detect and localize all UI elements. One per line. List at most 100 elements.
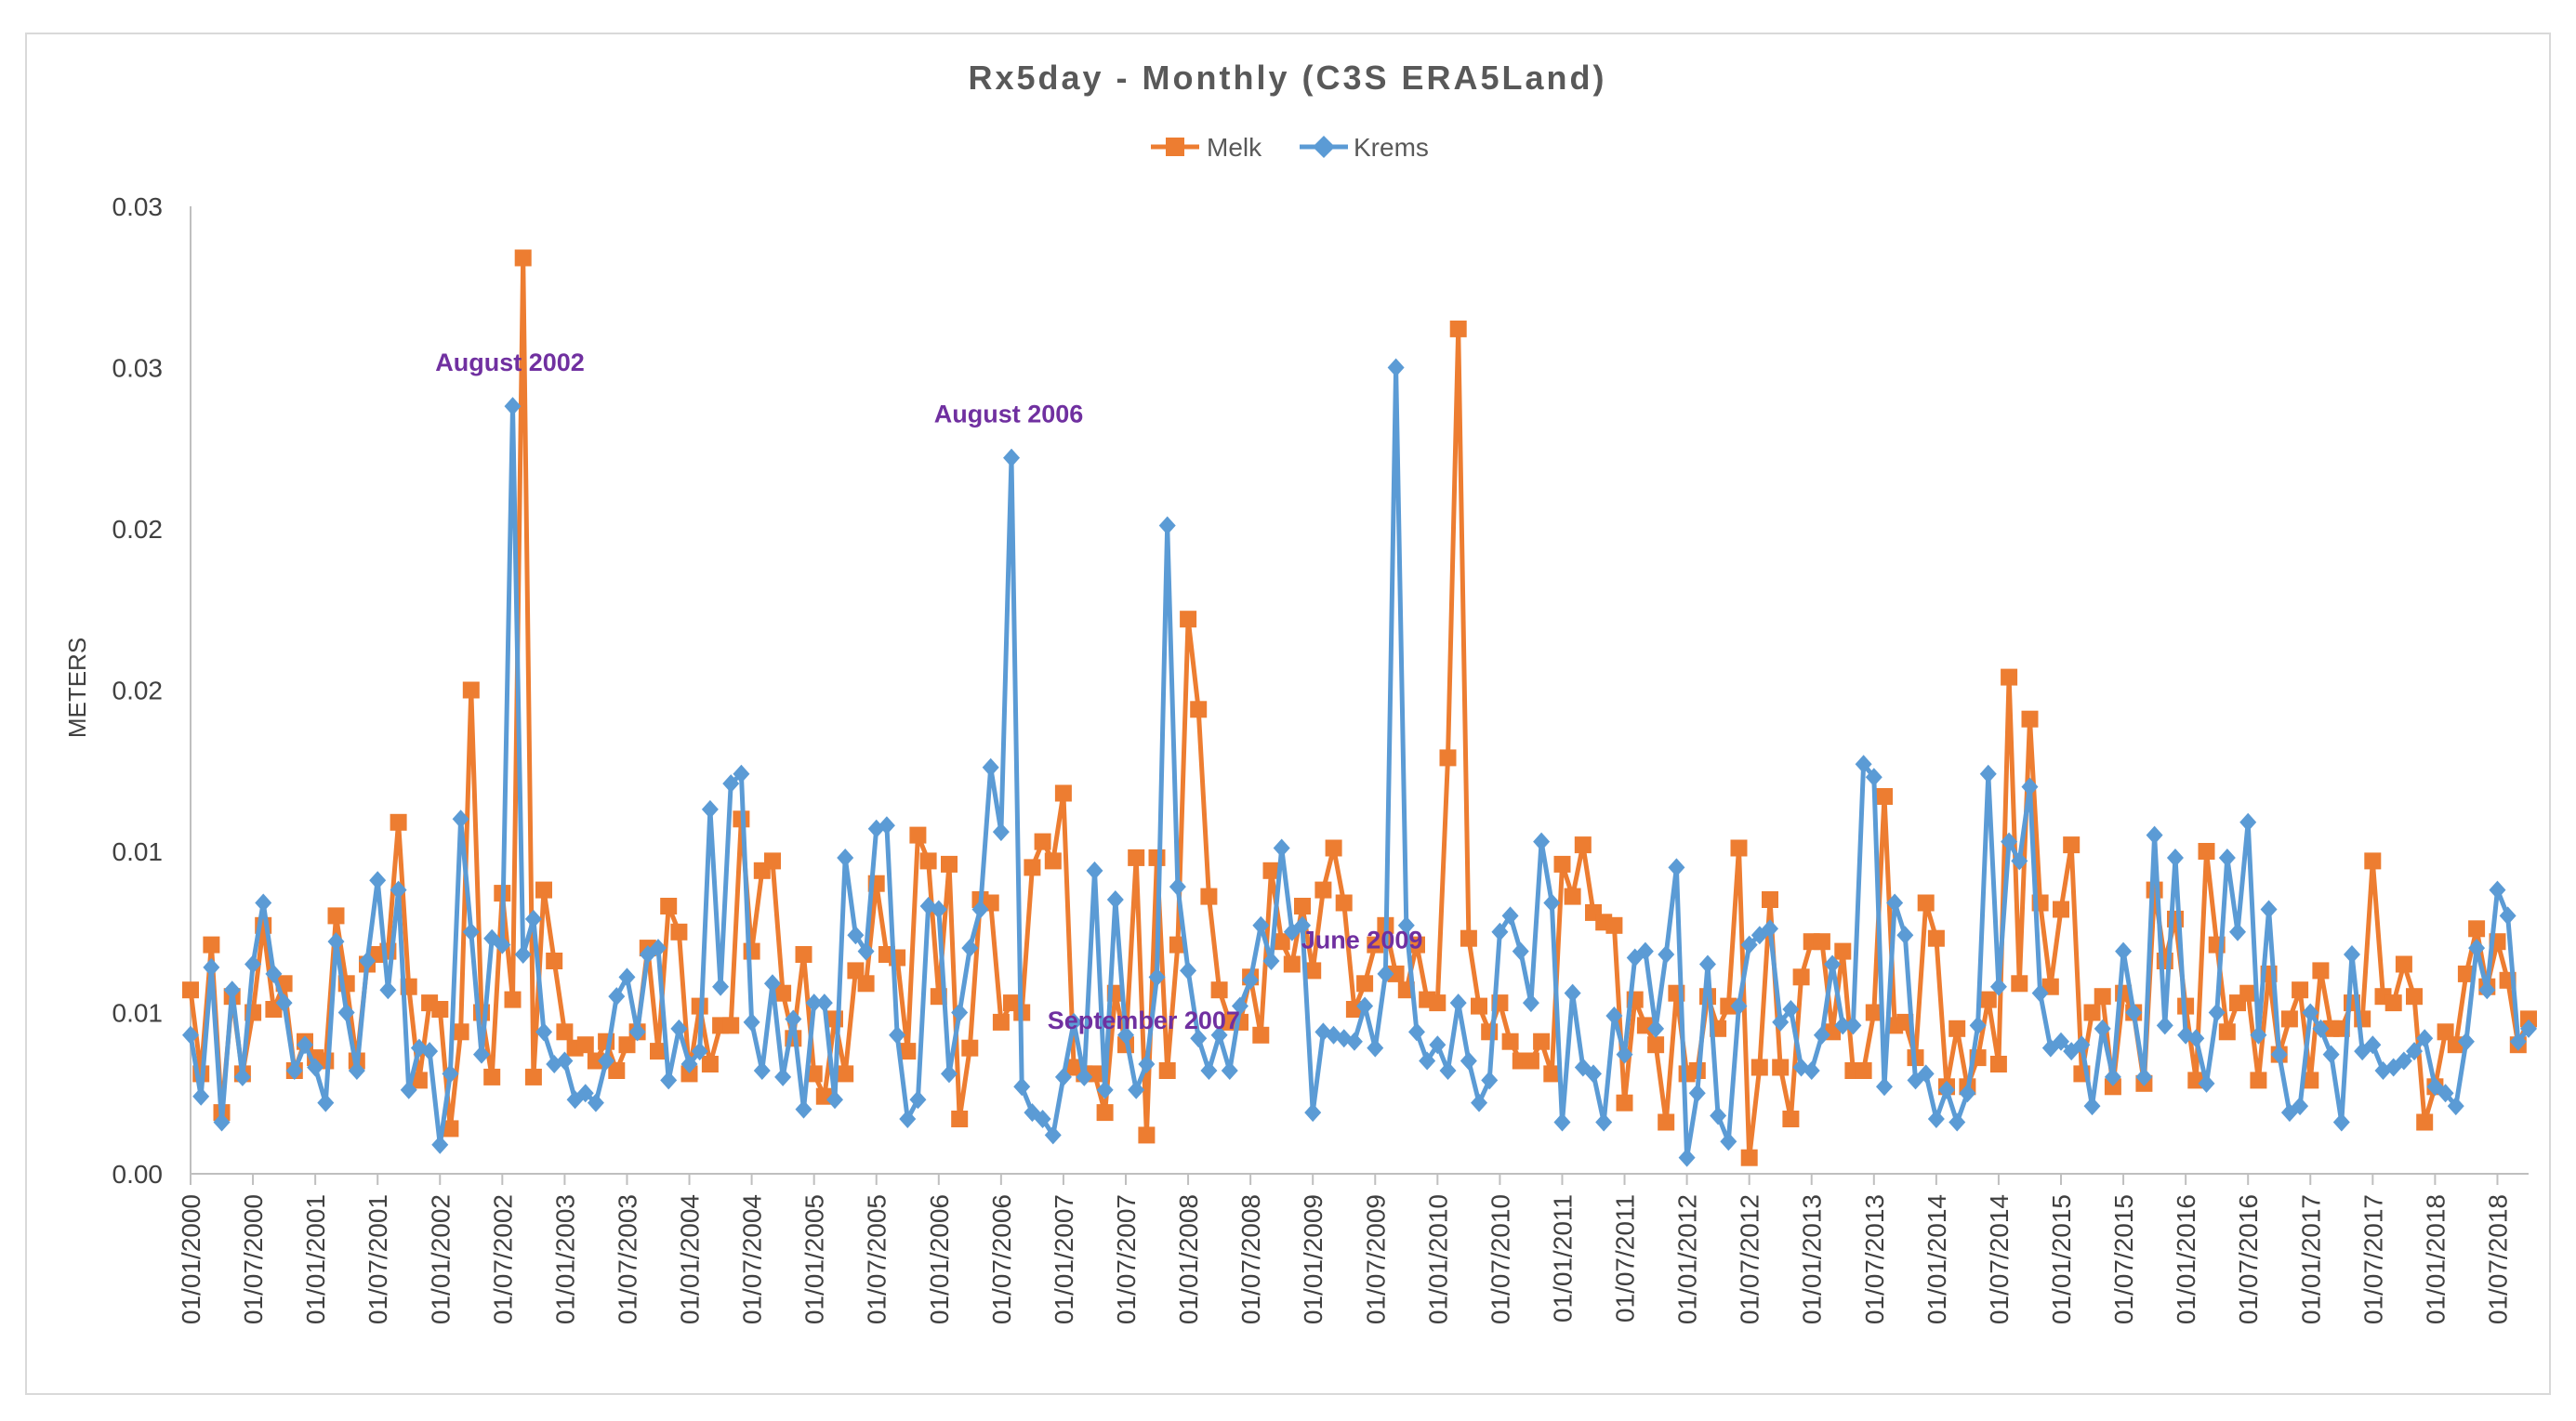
data-point-melk bbox=[1553, 855, 1571, 873]
data-point-krems bbox=[2292, 1097, 2309, 1116]
data-point-krems bbox=[1688, 1084, 1706, 1103]
data-point-krems bbox=[2146, 825, 2163, 845]
data-point-melk bbox=[1262, 862, 1280, 879]
data-point-melk bbox=[2468, 920, 2486, 938]
data-point-krems bbox=[1180, 961, 1197, 980]
data-point-melk bbox=[2384, 994, 2402, 1012]
data-point-melk bbox=[1408, 936, 1425, 954]
data-point-krems bbox=[2031, 983, 2049, 1003]
data-point-melk bbox=[1574, 836, 1592, 854]
data-point-krems bbox=[1564, 983, 1581, 1003]
data-point-melk bbox=[1169, 936, 1186, 954]
data-point-krems bbox=[1481, 1071, 1499, 1090]
data-point-krems bbox=[556, 1051, 574, 1071]
data-point-krems bbox=[1449, 993, 1467, 1013]
chart-border bbox=[25, 33, 2551, 1395]
data-point-krems bbox=[1273, 838, 1290, 858]
data-point-melk bbox=[1979, 991, 1997, 1008]
data-point-krems bbox=[2218, 848, 2236, 867]
data-point-krems bbox=[795, 1099, 812, 1119]
annotation-label: August 2006 bbox=[934, 401, 1084, 428]
data-point-melk bbox=[1471, 997, 1487, 1015]
data-point-krems bbox=[2208, 1003, 2226, 1022]
x-tick-label: 01/07/2008 bbox=[1236, 1194, 1265, 1324]
x-tick-label: 01/01/2007 bbox=[1050, 1194, 1078, 1324]
legend-label-melk: Melk bbox=[1207, 133, 1262, 162]
data-point-krems bbox=[233, 1067, 251, 1086]
data-point-krems bbox=[951, 1003, 969, 1022]
data-point-krems bbox=[285, 1060, 303, 1080]
data-point-melk bbox=[2239, 984, 2257, 1002]
data-point-krems bbox=[1803, 1060, 1820, 1080]
data-point-melk bbox=[1024, 859, 1041, 876]
data-point-melk bbox=[1740, 1149, 1758, 1166]
data-point-melk bbox=[1772, 1059, 1790, 1076]
data-point-krems bbox=[1169, 877, 1186, 897]
x-tick-label: 01/01/2004 bbox=[676, 1194, 705, 1324]
data-point-melk bbox=[504, 991, 522, 1008]
data-point-melk bbox=[1180, 611, 1197, 628]
data-point-krems bbox=[244, 954, 262, 974]
data-point-krems bbox=[2302, 1003, 2319, 1022]
data-point-melk bbox=[992, 1013, 1010, 1031]
data-point-krems bbox=[2250, 1025, 2267, 1045]
data-point-krems bbox=[930, 900, 947, 919]
data-point-melk bbox=[2063, 836, 2081, 854]
data-point-krems bbox=[472, 1045, 490, 1064]
y-tick-label: 0.02 bbox=[112, 515, 164, 544]
data-point-krems bbox=[628, 1022, 646, 1042]
data-point-krems bbox=[639, 945, 656, 965]
data-point-melk bbox=[576, 1036, 594, 1054]
data-point-melk bbox=[1865, 1004, 1882, 1021]
data-point-krems bbox=[1076, 1067, 1093, 1086]
data-point-krems bbox=[1231, 996, 1248, 1016]
data-point-krems bbox=[576, 1084, 594, 1103]
data-point-melk bbox=[1096, 1104, 1114, 1122]
data-point-melk bbox=[556, 1023, 574, 1041]
legend-item-krems[interactable]: Krems bbox=[1300, 133, 1429, 162]
data-point-melk bbox=[2001, 668, 2018, 686]
data-point-melk bbox=[2094, 988, 2111, 1006]
data-point-krems bbox=[691, 1042, 708, 1061]
data-point-krems bbox=[1086, 861, 1103, 880]
data-point-krems bbox=[1855, 755, 1872, 774]
data-point-melk bbox=[1190, 701, 1208, 718]
data-point-krems bbox=[275, 993, 293, 1013]
data-point-melk bbox=[701, 1056, 719, 1072]
data-point-krems bbox=[1917, 1064, 1935, 1084]
data-point-krems bbox=[774, 1067, 792, 1086]
data-point-krems bbox=[2094, 1019, 2111, 1038]
data-point-krems bbox=[1553, 1112, 1571, 1132]
data-point-melk bbox=[1522, 1052, 1539, 1070]
data-point-krems bbox=[1262, 951, 1280, 970]
data-point-krems bbox=[1740, 935, 1758, 954]
data-point-krems bbox=[1969, 1016, 1987, 1035]
data-point-krems bbox=[1875, 1077, 1893, 1097]
data-point-melk bbox=[182, 981, 199, 999]
data-point-krems bbox=[1106, 890, 1124, 910]
data-point-melk bbox=[462, 681, 480, 699]
data-point-melk bbox=[442, 1120, 459, 1138]
data-point-melk bbox=[1356, 975, 1374, 993]
data-point-melk bbox=[2312, 962, 2330, 980]
data-point-krems bbox=[2021, 777, 2039, 796]
data-point-krems bbox=[1595, 1112, 1613, 1132]
data-point-krems bbox=[763, 974, 781, 993]
data-point-melk bbox=[2280, 1010, 2298, 1028]
data-point-krems bbox=[1491, 922, 1509, 941]
legend-label-krems: Krems bbox=[1354, 133, 1429, 162]
data-point-melk bbox=[390, 813, 407, 831]
legend-item-melk[interactable]: Melk bbox=[1151, 133, 1262, 162]
data-point-melk bbox=[327, 907, 345, 925]
data-point-melk bbox=[2250, 1072, 2267, 1089]
data-point-melk bbox=[1533, 1033, 1551, 1050]
data-point-krems bbox=[680, 1055, 698, 1074]
data-point-melk bbox=[1044, 852, 1062, 870]
x-tick-label: 01/07/2009 bbox=[1361, 1194, 1390, 1324]
data-point-melk bbox=[1605, 916, 1623, 934]
data-point-krems bbox=[2198, 1073, 2215, 1093]
data-point-melk bbox=[2053, 901, 2069, 918]
data-point-krems bbox=[1407, 1022, 1425, 1042]
x-tick-label: 01/01/2006 bbox=[925, 1194, 954, 1324]
data-point-melk bbox=[1792, 968, 1810, 986]
